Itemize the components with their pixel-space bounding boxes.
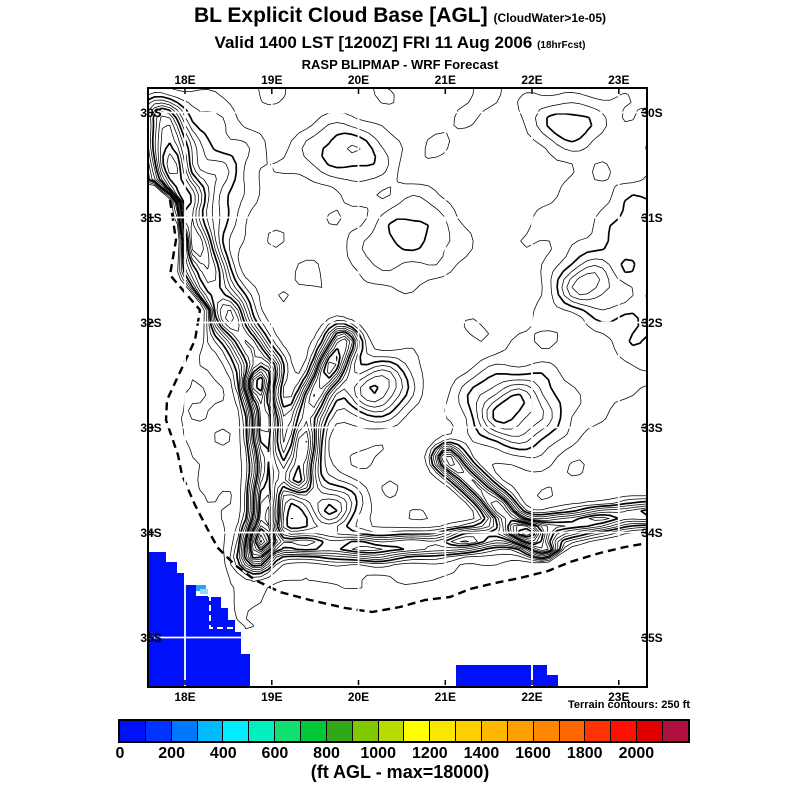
page-title: BL Explicit Cloud Base [AGL] (CloudWater… xyxy=(0,4,800,28)
colorbar-cell-11 xyxy=(403,721,430,741)
colorbar-tick-600: 600 xyxy=(261,745,289,762)
colorbar-cell-20 xyxy=(636,721,663,741)
lon-label-top-21E: 21E xyxy=(434,73,456,87)
colorbar-cell-1 xyxy=(144,721,171,741)
lon-label-top-18E: 18E xyxy=(174,73,196,87)
title-threshold-note: (CloudWater>1e-05) xyxy=(493,11,607,25)
lon-label-bottom-18E: 18E xyxy=(174,690,196,704)
lat-label-left-31S: 31S xyxy=(140,210,162,225)
model-source-line: RASP BLIPMAP - WRF Forecast xyxy=(301,57,499,72)
lat-label-right-32S: 32S xyxy=(641,315,663,330)
colorbar-tick-1200: 1200 xyxy=(412,745,448,762)
lat-label-right-31S: 31S xyxy=(641,210,663,225)
lon-label-bottom-23E: 23E xyxy=(608,690,630,704)
valid-time-text: Valid 1400 LST [1200Z] FRI 11 Aug 2006 xyxy=(214,33,533,52)
lon-label-bottom-20E: 20E xyxy=(347,690,370,704)
colorbar-cell-15 xyxy=(506,721,533,741)
lat-label-right-30S: 30S xyxy=(641,105,663,120)
colorbar-cell-4 xyxy=(222,721,249,741)
terrain-contour-note: Terrain contours: 250 ft xyxy=(567,699,690,711)
colorbar-cell-6 xyxy=(274,721,301,741)
lat-label-left-34S: 34S xyxy=(140,525,162,540)
colorbar-tick-400: 400 xyxy=(209,745,237,762)
forecast-map xyxy=(147,87,648,688)
colorbar-units-note: (ft AGL - max=18000) xyxy=(310,762,490,782)
cloudbase-colorbar xyxy=(118,719,690,743)
colorbar-cell-16 xyxy=(532,721,559,741)
colorbar-cell-12 xyxy=(429,721,456,741)
colorbar-cell-5 xyxy=(248,721,275,741)
colorbar-tick-800: 800 xyxy=(313,745,340,762)
lon-label-top-19E: 19E xyxy=(261,73,283,87)
lat-label-left-30S: 30S xyxy=(140,105,162,120)
colorbar-cell-10 xyxy=(377,721,404,741)
valid-time-line: Valid 1400 LST [1200Z] FRI 11 Aug 2006 (… xyxy=(0,33,800,53)
colorbar-tick-1800: 1800 xyxy=(566,745,603,762)
colorbar-cell-8 xyxy=(325,721,352,741)
colorbar-tick-1000: 1000 xyxy=(360,745,396,762)
lon-label-bottom-21E: 21E xyxy=(434,690,456,704)
colorbar-cell-2 xyxy=(170,721,197,741)
lat-label-left-35S: 35S xyxy=(140,630,162,645)
lon-label-bottom-22E: 22E xyxy=(521,690,543,704)
lat-label-left-33S: 33S xyxy=(140,420,162,435)
colorbar-cell-17 xyxy=(558,721,585,741)
forecast-hour-note: (18hrFcst) xyxy=(537,40,586,51)
colorbar-cell-9 xyxy=(351,721,378,741)
colorbar-tick-1400: 1400 xyxy=(463,745,500,762)
colorbar-tick-2000: 2000 xyxy=(618,745,655,762)
colorbar-cell-3 xyxy=(196,721,223,741)
lon-label-top-20E: 20E xyxy=(347,73,370,87)
colorbar-tick-0: 0 xyxy=(115,745,125,762)
colorbar-cell-21 xyxy=(662,721,688,741)
colorbar-tick-200: 200 xyxy=(158,745,185,762)
lat-label-right-33S: 33S xyxy=(641,420,663,435)
colorbar-cell-14 xyxy=(481,721,507,741)
lon-label-bottom-19E: 19E xyxy=(261,690,283,704)
title-text: BL Explicit Cloud Base [AGL] xyxy=(193,4,488,27)
colorbar-cell-18 xyxy=(584,721,611,741)
lon-label-top-22E: 22E xyxy=(521,73,543,87)
lon-label-top-23E: 23E xyxy=(608,73,630,87)
colorbar-cell-7 xyxy=(300,721,326,741)
lat-label-right-34S: 34S xyxy=(641,525,663,540)
lat-label-left-32S: 32S xyxy=(140,315,162,330)
colorbar-tick-1600: 1600 xyxy=(515,745,551,762)
colorbar-cell-13 xyxy=(455,721,482,741)
colorbar-cell-0 xyxy=(120,721,145,741)
lat-label-right-35S: 35S xyxy=(641,630,663,645)
terrain-contour-canvas xyxy=(147,87,648,688)
colorbar-cell-19 xyxy=(610,721,637,741)
